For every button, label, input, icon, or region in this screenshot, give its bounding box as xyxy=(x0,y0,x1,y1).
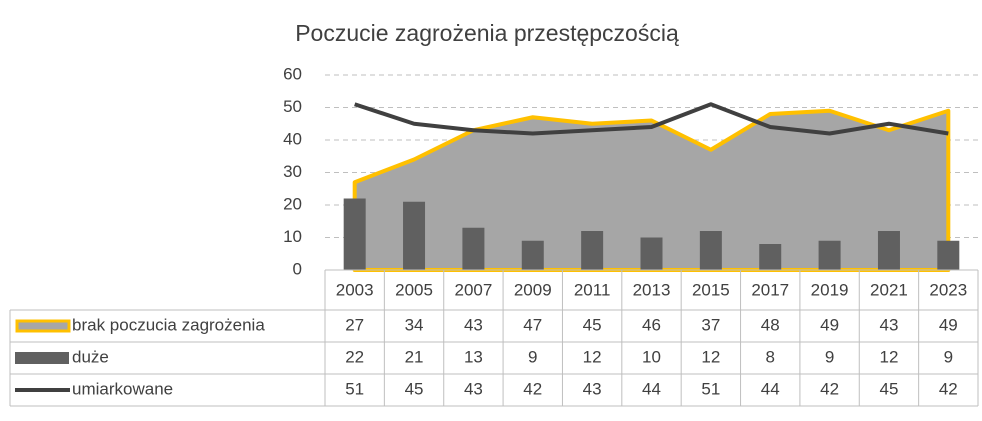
bar xyxy=(759,244,782,270)
table-value: 12 xyxy=(583,347,602,366)
line xyxy=(354,102,949,136)
table-value: 12 xyxy=(701,347,720,366)
table-value: 42 xyxy=(523,379,542,398)
table-value: 34 xyxy=(405,315,424,334)
table-value: 44 xyxy=(761,379,780,398)
table-value: 42 xyxy=(939,379,958,398)
table-value: 51 xyxy=(345,379,364,398)
table-value: 13 xyxy=(464,347,483,366)
table-value: 45 xyxy=(405,379,424,398)
x-tick-label: 2019 xyxy=(811,280,849,299)
table-value: 21 xyxy=(405,347,424,366)
table-value: 49 xyxy=(939,315,958,334)
bar xyxy=(403,201,426,270)
table-value: 43 xyxy=(583,379,602,398)
legend-label: umiarkowane xyxy=(72,379,173,398)
area xyxy=(352,108,951,272)
table-value: 8 xyxy=(765,347,774,366)
table-value: 45 xyxy=(583,315,602,334)
bar xyxy=(699,231,722,270)
table-value: 45 xyxy=(879,379,898,398)
table-value: 43 xyxy=(464,379,483,398)
legend-label: duże xyxy=(72,347,109,366)
bar xyxy=(818,240,841,270)
bar xyxy=(640,237,663,270)
y-tick-label: 10 xyxy=(283,227,302,246)
x-tick-label: 2015 xyxy=(692,280,730,299)
bar xyxy=(581,231,604,270)
x-tick-label: 2009 xyxy=(514,280,552,299)
y-tick-label: 50 xyxy=(283,97,302,116)
table-value: 9 xyxy=(944,347,953,366)
y-tick-label: 30 xyxy=(283,162,302,181)
x-tick-label: 2013 xyxy=(633,280,671,299)
bar xyxy=(343,198,366,270)
table-value: 27 xyxy=(345,315,364,334)
bar xyxy=(462,227,485,270)
table-value: 9 xyxy=(528,347,537,366)
table-value: 43 xyxy=(879,315,898,334)
y-tick-label: 40 xyxy=(283,129,302,148)
table-value: 51 xyxy=(701,379,720,398)
legend-label: brak poczucia zagrożenia xyxy=(72,315,265,334)
table-value: 49 xyxy=(820,315,839,334)
table-value: 47 xyxy=(523,315,542,334)
table-value: 44 xyxy=(642,379,661,398)
y-tick-label: 20 xyxy=(283,194,302,213)
table-value: 22 xyxy=(345,347,364,366)
x-tick-label: 2011 xyxy=(574,280,611,299)
table-value: 43 xyxy=(464,315,483,334)
x-tick-label: 2017 xyxy=(751,280,789,299)
x-tick-label: 2007 xyxy=(454,280,492,299)
table-value: 46 xyxy=(642,315,661,334)
legend-key xyxy=(15,352,69,364)
bar xyxy=(877,231,900,270)
table-value: 42 xyxy=(820,379,839,398)
x-tick-label: 2005 xyxy=(395,280,433,299)
chart-title: Poczucie zagrożenia przestępczością xyxy=(295,20,679,46)
table-value: 12 xyxy=(879,347,898,366)
y-tick-label: 60 xyxy=(283,64,302,83)
bar xyxy=(521,240,544,270)
table-value: 10 xyxy=(642,347,661,366)
table-value: 48 xyxy=(761,315,780,334)
x-tick-label: 2023 xyxy=(929,280,967,299)
x-tick-label: 2021 xyxy=(870,280,908,299)
legend-key xyxy=(15,319,71,333)
bar xyxy=(937,240,960,270)
table-value: 9 xyxy=(825,347,834,366)
y-tick-label: 0 xyxy=(293,259,302,278)
x-tick-label: 2003 xyxy=(336,280,374,299)
table-value: 37 xyxy=(701,315,720,334)
